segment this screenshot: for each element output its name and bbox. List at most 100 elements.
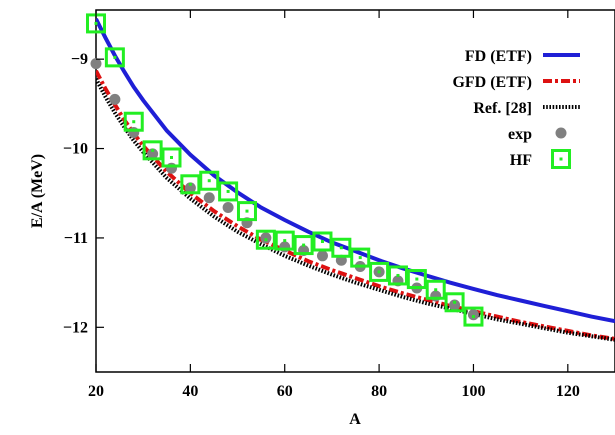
points	[86, 13, 484, 327]
legend-swatch	[551, 149, 571, 169]
marker-dot	[453, 300, 457, 304]
x-tick-label: 60	[277, 383, 293, 400]
marker-square	[104, 47, 125, 68]
data-point-hf	[255, 229, 276, 250]
series-line-ref-28	[96, 77, 615, 342]
x-tick-label: 120	[556, 383, 580, 400]
data-point-exp	[430, 290, 442, 302]
marker-square	[350, 247, 371, 268]
marker-dot	[264, 238, 268, 242]
data-point-hf	[369, 261, 390, 282]
marker-dot	[151, 148, 155, 152]
marker-square	[425, 279, 446, 300]
marker-dot	[169, 155, 173, 159]
legend: FD (ETF) GFD (ETF) Ref. [28] exp HF	[452, 48, 580, 169]
data-point-hf	[104, 47, 125, 68]
marker-square	[444, 292, 465, 313]
marker-square	[255, 229, 276, 250]
legend-label: exp	[508, 126, 532, 143]
data-point-exp	[90, 58, 102, 70]
data-point-exp	[222, 202, 234, 214]
legend-item: exp	[508, 126, 567, 143]
data-point-exp	[128, 126, 140, 138]
marker-dot	[396, 273, 400, 277]
marker-dot	[132, 120, 136, 124]
marker-dot	[377, 270, 381, 274]
axis-ticks: 20 40 60 80 100 120 −9 −10 −11 −12	[63, 10, 580, 400]
marker-dot	[188, 182, 192, 186]
data-point-exp	[109, 93, 121, 105]
plot-frame	[95, 9, 615, 373]
marker-dot	[245, 209, 249, 213]
marker-square	[123, 111, 144, 132]
marker-dot	[320, 240, 324, 244]
x-tick-label: 80	[371, 383, 387, 400]
marker-square	[180, 174, 201, 195]
x-axis-title: A	[349, 411, 361, 428]
marker-dot	[358, 256, 362, 260]
marker-square	[369, 261, 390, 282]
curves	[96, 18, 615, 342]
marker-square	[463, 306, 484, 327]
data-point-hf	[387, 265, 408, 286]
marker-dot	[207, 179, 211, 183]
data-point-exp	[316, 250, 328, 262]
marker-dot	[94, 21, 98, 25]
data-point-hf	[350, 247, 371, 268]
data-point-hf	[293, 235, 314, 256]
data-point-exp	[184, 182, 196, 194]
data-point-exp	[147, 148, 159, 160]
y-tick-label: −10	[63, 141, 88, 158]
marker-square	[312, 231, 333, 252]
data-point-hf	[463, 306, 484, 327]
legend-label: GFD (ETF)	[452, 74, 532, 91]
x-tick-label: 40	[182, 383, 198, 400]
marker-dot	[283, 239, 287, 243]
data-point-hf	[236, 201, 257, 222]
y-axis-title: E/A (MeV)	[29, 154, 46, 228]
data-point-hf	[274, 230, 295, 251]
marker-square	[236, 201, 257, 222]
data-point-exp	[449, 299, 461, 311]
data-point-exp	[467, 309, 479, 321]
data-point-hf	[425, 279, 446, 300]
data-point-hf	[142, 140, 163, 161]
data-point-hf	[218, 181, 239, 202]
data-point-hf	[123, 111, 144, 132]
y-tick-label: −9	[71, 51, 88, 68]
data-point-exp	[260, 232, 272, 244]
marker-dot	[434, 288, 438, 292]
marker-dot	[559, 157, 563, 161]
data-point-hf	[444, 292, 465, 313]
legend-label: HF	[510, 152, 532, 169]
series-line-fd-etf	[96, 18, 615, 324]
legend-swatch	[555, 127, 567, 139]
marker-square	[406, 269, 427, 290]
marker-dot	[113, 55, 117, 59]
data-point-hf	[161, 147, 182, 168]
marker-square	[293, 235, 314, 256]
legend-label: FD (ETF)	[465, 48, 532, 65]
marker-square	[274, 230, 295, 251]
data-point-hf	[199, 170, 220, 191]
marker-square	[161, 147, 182, 168]
data-point-hf	[312, 231, 333, 252]
data-point-hf	[180, 174, 201, 195]
x-tick-label: 100	[461, 383, 485, 400]
data-point-exp	[279, 241, 291, 253]
marker-square	[387, 265, 408, 286]
legend-item: FD (ETF)	[465, 48, 580, 65]
marker-square	[551, 149, 571, 169]
marker-square	[331, 237, 352, 258]
series-line-gfd-etf	[96, 69, 615, 341]
data-point-hf	[406, 269, 427, 290]
marker-dot	[226, 189, 230, 193]
marker-dot	[302, 243, 306, 247]
y-tick-label: −11	[64, 230, 88, 247]
marker-square	[199, 170, 220, 191]
marker-dot	[415, 277, 419, 281]
legend-item: HF	[510, 149, 571, 169]
marker-square	[142, 140, 163, 161]
y-tick-label: −12	[63, 319, 88, 336]
plot-area	[95, 9, 615, 373]
